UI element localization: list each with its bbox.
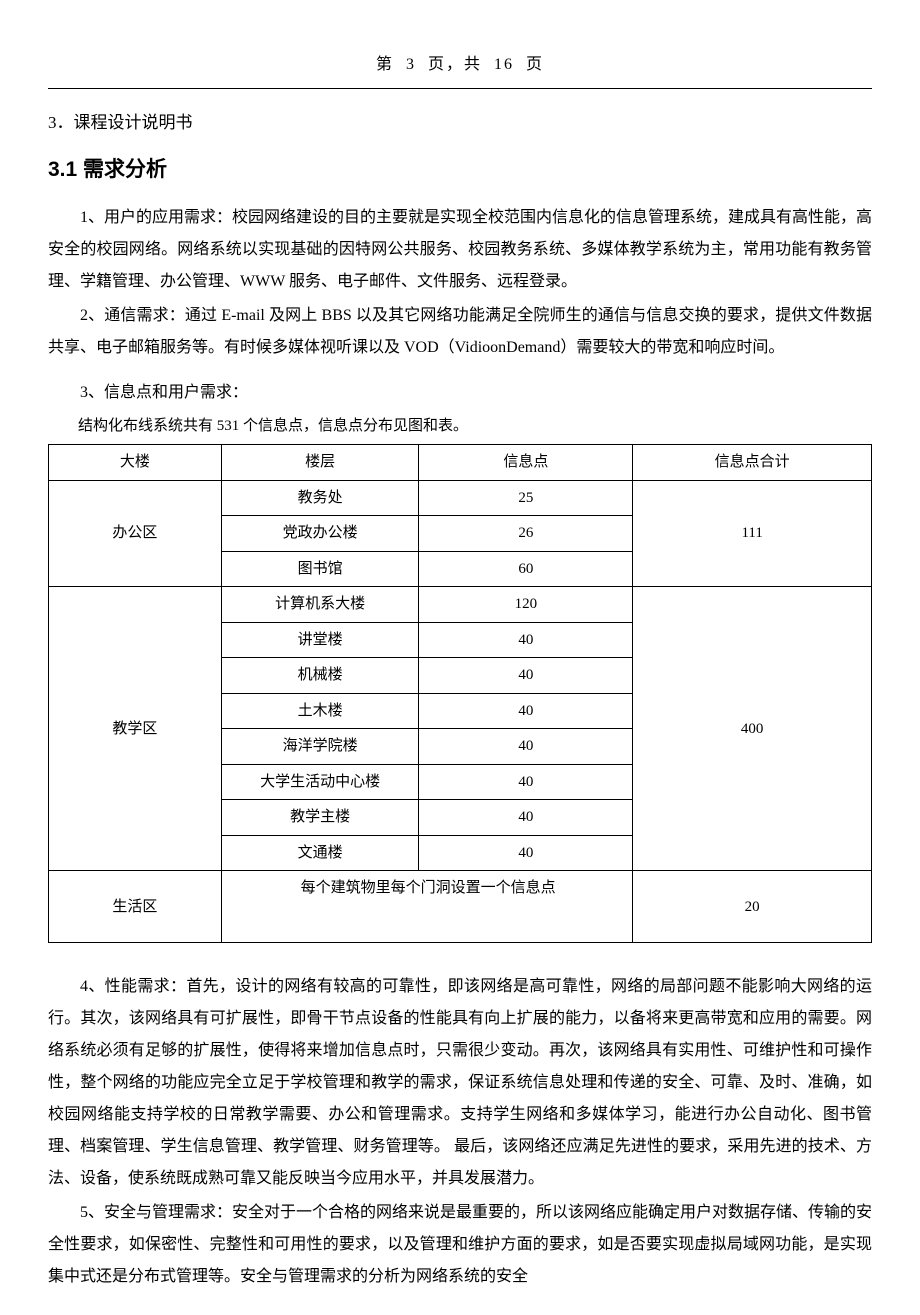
cell-building: 教学区	[49, 587, 222, 871]
section-3-1-heading: 3.1 需求分析	[48, 150, 872, 190]
table-row: 生活区 每个建筑物里每个门洞设置一个信息点 20	[49, 871, 872, 943]
section-3-heading: 3．课程设计说明书	[48, 107, 872, 139]
section-3-1-title: 需求分析	[83, 158, 167, 181]
cell-floor: 党政办公楼	[221, 516, 419, 552]
cell-floor: 机械楼	[221, 658, 419, 694]
cell-floor: 教务处	[221, 480, 419, 516]
section-3-1-num: 3.1	[48, 158, 77, 181]
document-content: 3．课程设计说明书 3.1 需求分析 1、用户的应用需求：校园网络建设的目的主要…	[0, 89, 920, 1315]
cell-points: 60	[419, 551, 633, 587]
paragraph-2: 2、通信需求：通过 E-mail 及网上 BBS 以及其它网络功能满足全院师生的…	[48, 300, 872, 364]
cell-building: 生活区	[49, 871, 222, 943]
cell-floor: 讲堂楼	[221, 622, 419, 658]
cell-points: 40	[419, 800, 633, 836]
cell-floor: 教学主楼	[221, 800, 419, 836]
cell-points: 40	[419, 729, 633, 765]
info-points-table: 大楼 楼层 信息点 信息点合计 办公区 教务处 25 111 党政办公楼 26 …	[48, 444, 872, 943]
paragraph-1: 1、用户的应用需求：校园网络建设的目的主要就是实现全校范围内信息化的信息管理系统…	[48, 202, 872, 298]
cell-building: 办公区	[49, 480, 222, 587]
section-3-title: 课程设计说明书	[74, 113, 193, 132]
pager-mid: 页，共	[428, 56, 482, 73]
th-total: 信息点合计	[633, 445, 872, 481]
cell-floor: 图书馆	[221, 551, 419, 587]
cell-total: 20	[633, 871, 872, 943]
th-points: 信息点	[419, 445, 633, 481]
paragraph-3-title: 3、信息点和用户需求：	[48, 378, 872, 408]
cell-floor: 文通楼	[221, 835, 419, 871]
cell-points: 25	[419, 480, 633, 516]
table-intro: 结构化布线系统共有 531 个信息点，信息点分布见图和表。	[48, 412, 872, 441]
th-building: 大楼	[49, 445, 222, 481]
cell-points: 40	[419, 693, 633, 729]
pager-total: 16	[494, 56, 514, 73]
page-header: 第 3 页，共 16 页	[48, 0, 872, 89]
section-3-num: 3．	[48, 113, 74, 132]
table-row: 办公区 教务处 25 111	[49, 480, 872, 516]
cell-living-note: 每个建筑物里每个门洞设置一个信息点	[221, 871, 632, 943]
cell-total: 111	[633, 480, 872, 587]
cell-floor: 海洋学院楼	[221, 729, 419, 765]
pager-prefix: 第	[376, 56, 394, 73]
cell-floor: 计算机系大楼	[221, 587, 419, 623]
table-header-row: 大楼 楼层 信息点 信息点合计	[49, 445, 872, 481]
paragraph-5: 5、安全与管理需求：安全对于一个合格的网络来说是最重要的，所以该网络应能确定用户…	[48, 1197, 872, 1293]
cell-points: 40	[419, 658, 633, 694]
cell-points: 40	[419, 622, 633, 658]
cell-points: 26	[419, 516, 633, 552]
cell-floor: 大学生活动中心楼	[221, 764, 419, 800]
th-floor: 楼层	[221, 445, 419, 481]
cell-floor: 土木楼	[221, 693, 419, 729]
cell-points: 120	[419, 587, 633, 623]
table-row: 教学区 计算机系大楼 120 400	[49, 587, 872, 623]
cell-total: 400	[633, 587, 872, 871]
cell-points: 40	[419, 835, 633, 871]
pager-page: 3	[406, 56, 416, 73]
cell-points: 40	[419, 764, 633, 800]
paragraph-4: 4、性能需求：首先，设计的网络有较高的可靠性，即该网络是高可靠性，网络的局部问题…	[48, 971, 872, 1195]
pager-suffix: 页	[526, 56, 544, 73]
